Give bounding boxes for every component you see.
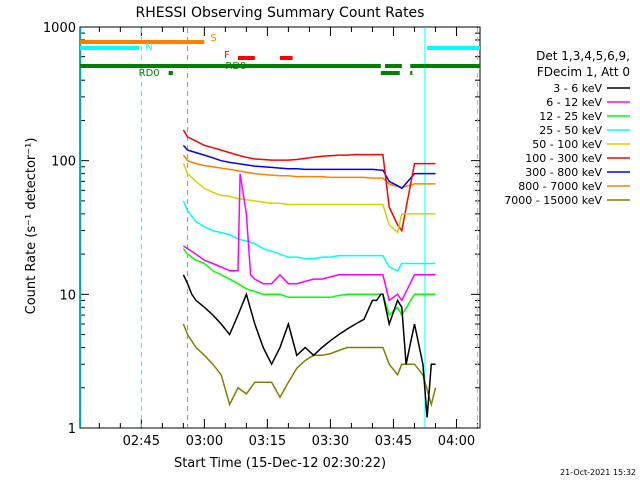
x-tick-label: 03:15 bbox=[249, 434, 286, 449]
legend-item-label: 3 - 6 keV bbox=[553, 82, 602, 95]
x-tick-label: 03:45 bbox=[375, 434, 412, 449]
flag-bar-label: N bbox=[145, 42, 152, 53]
series-line bbox=[182, 144, 436, 190]
series-line bbox=[182, 200, 436, 272]
legend-item-label: 800 - 7000 keV bbox=[518, 180, 602, 193]
series-line bbox=[183, 173, 436, 302]
legend-item-label: 50 - 100 keV bbox=[532, 138, 602, 151]
series-line bbox=[182, 163, 436, 234]
x-tick-label: 03:30 bbox=[312, 434, 349, 449]
y-tick-label: 1000 bbox=[43, 21, 76, 36]
date-stamp: 21-Oct-2021 15:32 bbox=[560, 468, 636, 477]
y-tick-label: 100 bbox=[51, 155, 76, 170]
legend-header-line-1: Det 1,3,4,5,6,9, bbox=[536, 49, 630, 63]
x-tick-label: 04:00 bbox=[438, 434, 475, 449]
series-line bbox=[182, 274, 436, 418]
series-line bbox=[182, 323, 437, 408]
series-line bbox=[182, 154, 436, 189]
x-tick-label: 02:45 bbox=[123, 434, 160, 449]
flag-bar-label: S bbox=[210, 33, 216, 44]
legend-item-label: 7000 - 15000 keV bbox=[504, 194, 602, 207]
legend-item-label: 100 - 300 keV bbox=[525, 152, 602, 165]
legend-item-label: 6 - 12 keV bbox=[546, 96, 602, 109]
legend-item-label: 300 - 800 keV bbox=[525, 166, 602, 179]
x-tick-label: 03:00 bbox=[186, 434, 223, 449]
y-tick-label: 1 bbox=[68, 422, 76, 437]
plot-frame bbox=[79, 26, 481, 429]
chart-title: RHESSI Observing Summary Count Rates bbox=[136, 5, 425, 21]
y-axis-label: Count Rate (s⁻¹ detector⁻¹) bbox=[24, 138, 39, 315]
flag-bar-label: RD0 bbox=[225, 61, 246, 72]
plot-area: 1 10 100 1000 02:45 03:00 03:15 03:30 03:45 04:00… bbox=[43, 21, 481, 449]
legend: Det 1,3,4,5,6,9, FDecim 1, Att 0 3 - 6 k… bbox=[504, 49, 630, 207]
legend-item-label: 12 - 25 keV bbox=[539, 110, 602, 123]
flag-bar-label: RD0 bbox=[139, 68, 160, 79]
series-line bbox=[182, 129, 436, 233]
flag-bar-label: F bbox=[224, 50, 230, 61]
legend-item-label: 25 - 50 keV bbox=[539, 124, 602, 137]
legend-header-line-2: FDecim 1, Att 0 bbox=[537, 65, 630, 79]
y-tick-label: 10 bbox=[59, 288, 76, 303]
x-axis-label: Start Time (15-Dec-12 02:30:22) bbox=[174, 456, 386, 471]
